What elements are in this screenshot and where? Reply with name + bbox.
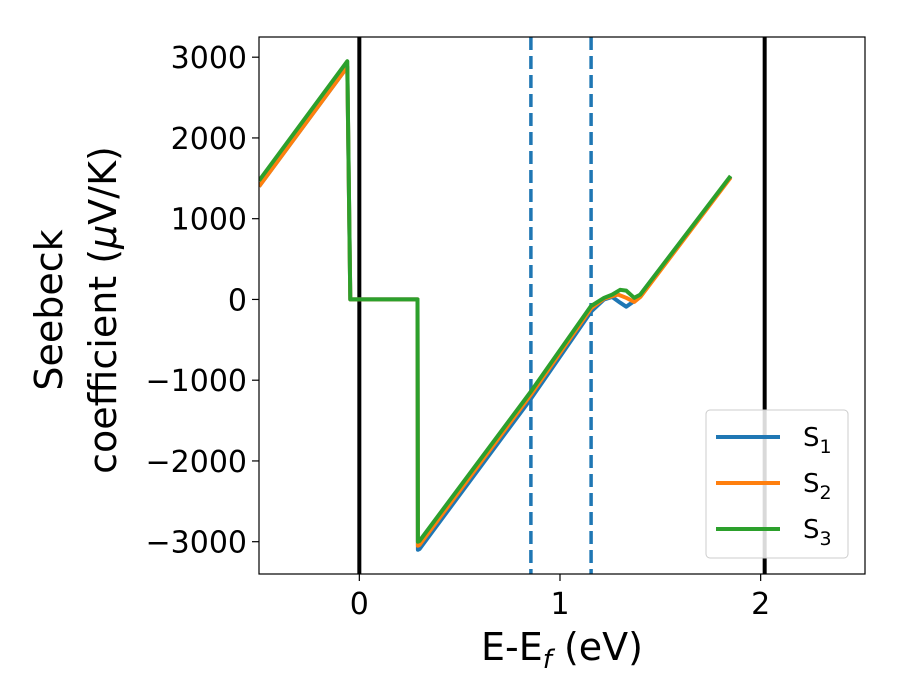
y-tick-label: −1000	[146, 364, 247, 399]
y-axis-title-line1: Seebeck	[27, 229, 71, 390]
legend: S1 S2 S3	[705, 409, 849, 559]
series-line-s1	[259, 64, 733, 552]
legend-label-s2: S2	[803, 469, 832, 504]
x-tick-label: 1	[550, 587, 569, 622]
series-line-s2	[259, 64, 733, 548]
x-axis: 0 1 2	[350, 574, 770, 622]
reference-lines	[357, 37, 767, 574]
y-tick-label: 1000	[171, 203, 247, 238]
legend-label-s1: S1	[803, 423, 832, 458]
y-tick-label: 3000	[171, 41, 247, 76]
y-axis: 3000 2000 1000 0 −1000 −2000 −3000	[146, 41, 259, 561]
y-tick-label: −3000	[146, 526, 247, 561]
x-axis-title-main: E-E	[481, 625, 543, 669]
x-axis-title: E-Ef (eV)	[481, 625, 643, 675]
series-lines	[259, 59, 733, 552]
y-tick-label: −2000	[146, 445, 247, 480]
legend-label-s3: S3	[803, 515, 832, 550]
x-tick-label: 0	[350, 587, 369, 622]
y-axis-title-line2: coefficient (μV/K)	[81, 146, 125, 474]
series-line-s3	[259, 59, 733, 544]
x-axis-title-unit: (eV)	[552, 625, 643, 669]
plot-frame	[258, 36, 866, 575]
y-tick-label: 0	[228, 283, 247, 318]
y-tick-label: 2000	[171, 122, 247, 157]
x-tick-label: 2	[751, 587, 770, 622]
